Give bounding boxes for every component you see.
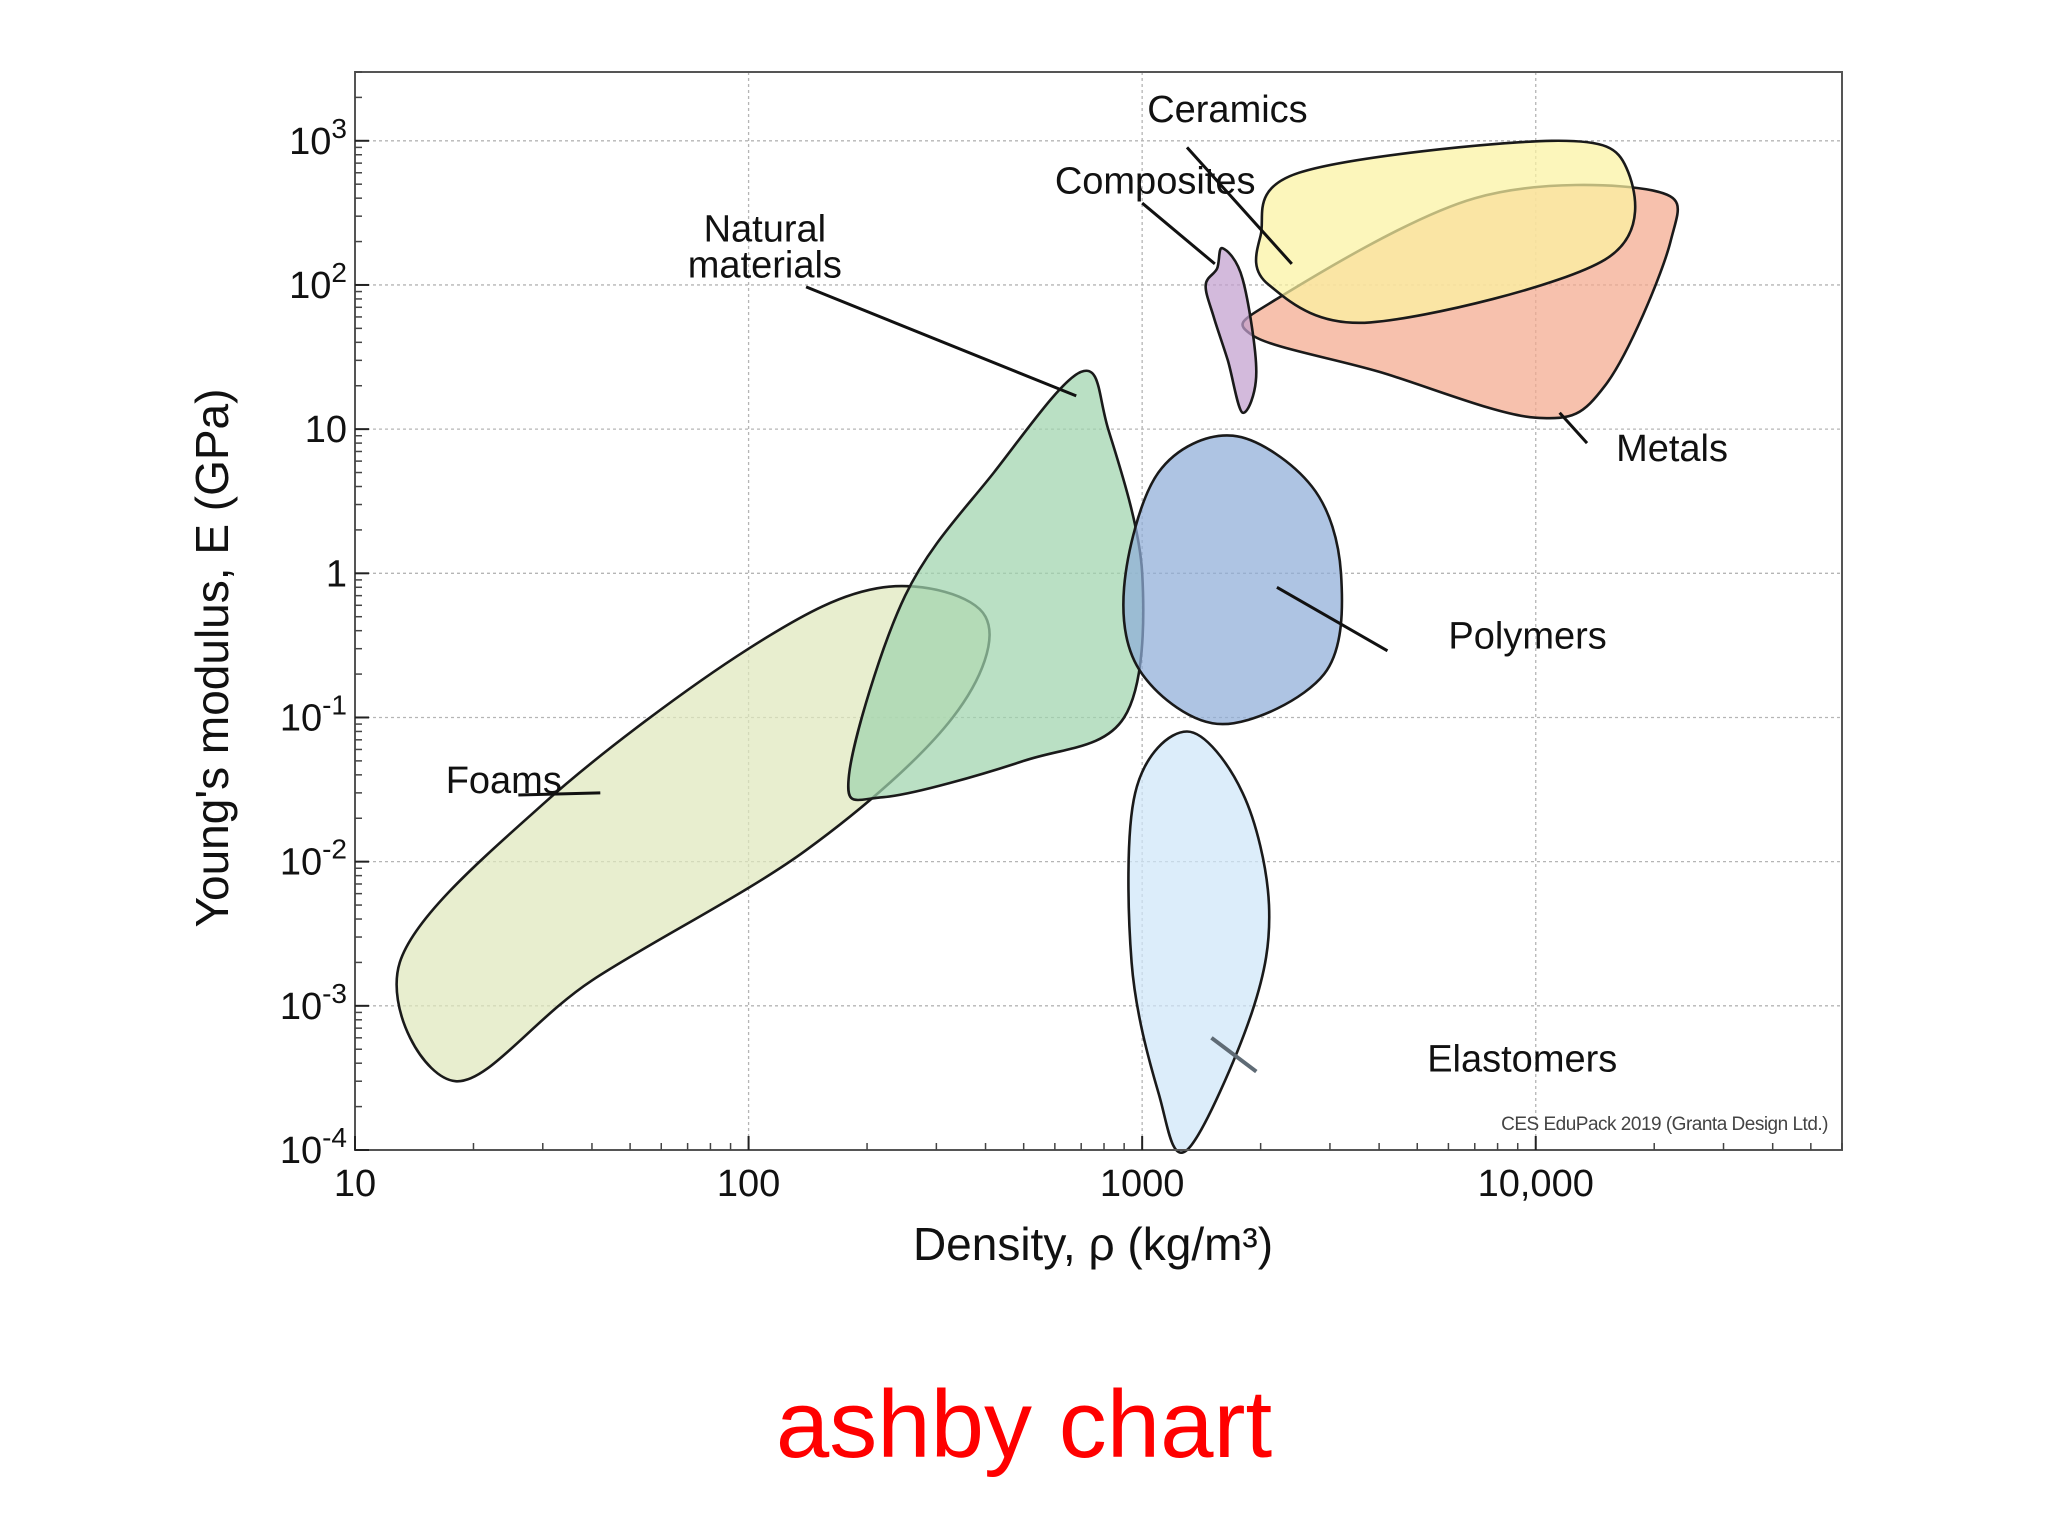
region-labels: Foams Natural materials Polymers Elastomers M… <box>446 89 1728 1081</box>
x-tick-label: 10,000 <box>1478 1163 1594 1205</box>
y-tick-label: 1 <box>326 553 347 595</box>
plot-frame <box>354 71 1843 1151</box>
source-annotation: CES EduPack 2019 (Granta Design Ltd.) <box>1501 1114 1828 1135</box>
leader-ceramics <box>1185 146 1293 265</box>
y-tick-label: 10-1 <box>280 689 347 739</box>
leader-elastomers <box>1210 1036 1258 1074</box>
x-tick-label: 1000 <box>1100 1163 1185 1205</box>
y-tick-label: 10-4 <box>280 1122 347 1172</box>
leader-metals <box>1558 411 1589 445</box>
label-natural-materials: Natural materials <box>688 209 842 287</box>
y-tick-label: 10-3 <box>280 978 347 1028</box>
region-composites <box>1204 246 1258 414</box>
leader-lines <box>518 146 1589 1074</box>
leader-polymers <box>1276 585 1389 653</box>
region-natural-materials <box>846 369 1145 802</box>
label-ceramics: Ceramics <box>1147 89 1307 131</box>
region-ceramics <box>1254 139 1637 325</box>
x-tick-label: 100 <box>717 1163 780 1205</box>
y-tick-label: 10 <box>305 409 347 451</box>
x-axis-label: Density, ρ (kg/m³) <box>913 1218 1273 1270</box>
caption: ashby chart <box>775 1371 1273 1478</box>
leader-natural-materials <box>805 285 1077 398</box>
y-tick-label: 103 <box>289 113 347 163</box>
leader-composites <box>1141 201 1216 266</box>
label-composites: Composites <box>1055 161 1256 203</box>
label-metals: Metals <box>1616 428 1728 470</box>
region-polymers <box>1122 434 1344 726</box>
y-axis-label: Young's modulus, E (GPa) <box>186 389 238 928</box>
material-regions <box>395 139 1680 1154</box>
label-foams: Foams <box>446 760 562 802</box>
label-elastomers: Elastomers <box>1427 1039 1617 1081</box>
region-elastomers <box>1127 730 1271 1154</box>
leader-foams <box>518 791 601 797</box>
x-tick-label: 10 <box>334 1163 376 1205</box>
label-polymers: Polymers <box>1448 616 1606 658</box>
axis-ticks: 10 100 1000 10,000 10-4 10-3 10-2 10-1 1 10 102 103 <box>280 71 1843 1205</box>
y-tick-label: 102 <box>289 257 347 307</box>
y-tick-label: 10-2 <box>280 834 347 884</box>
